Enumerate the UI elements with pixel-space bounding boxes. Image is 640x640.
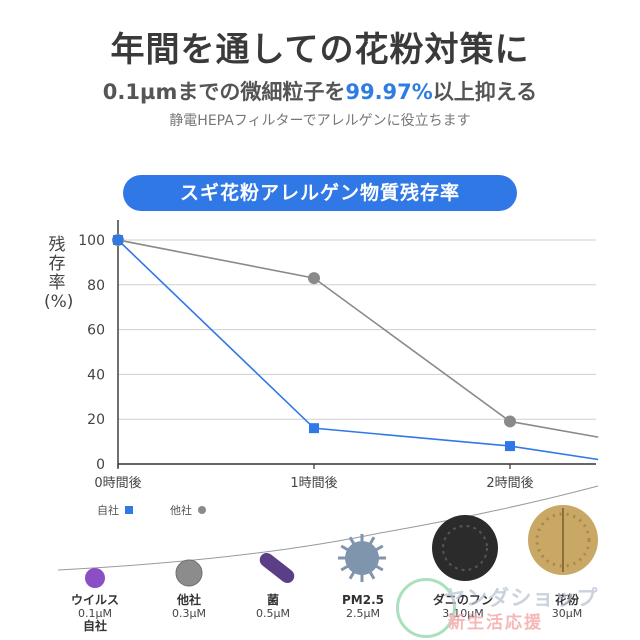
subtitle-post: 以上抑える: [432, 80, 538, 104]
particle-size: 2.5µM: [346, 607, 380, 620]
subtitle-highlight: 99.97%: [345, 80, 433, 104]
legend-item-tasha: 他社: [170, 502, 206, 518]
watermark-sub: 新生活応援: [448, 613, 543, 633]
watermark: ヤンダショップ 新生活応援: [396, 578, 636, 638]
legend-swatch-square-icon: [125, 506, 133, 514]
y-tick-label: 80: [87, 278, 105, 294]
particle-extra: 自社: [82, 619, 107, 633]
particle-other: 他社 0.3µM: [144, 593, 234, 621]
particle-name: 花粉: [554, 593, 579, 607]
particle-pm25: PM2.5 2.5µM: [318, 593, 408, 621]
data-point-tasha: [504, 415, 516, 428]
legend-swatch-circle-icon: [198, 506, 206, 514]
x-tick-label: 2時間後: [486, 476, 533, 491]
particle-name: PM2.5: [342, 593, 384, 607]
legend-label-tasha: 他社: [170, 504, 192, 517]
watermark-text: ヤンダショップ: [444, 586, 599, 610]
data-point-jisha: [309, 423, 319, 434]
data-point-jisha: [113, 235, 123, 245]
particle-size: 0.5µM: [256, 607, 290, 620]
particle-virus: ウイルス 0.1µM 自社: [50, 594, 140, 633]
legend-label-jisha: 自社: [97, 504, 119, 517]
virus-icon: [85, 568, 105, 588]
chart-title: スギ花粉アレルゲン物質残存率: [123, 175, 517, 211]
particle-name: ウイルス: [70, 593, 119, 607]
particle-name: 菌: [266, 593, 279, 607]
particle-pollen: 花粉 30µM: [522, 593, 612, 621]
bacteria-icon: [259, 552, 295, 584]
pollen-texture: [535, 512, 591, 568]
data-point-jisha: [505, 441, 515, 452]
watermark-logo-icon: [396, 578, 456, 638]
subtitle-pre: 0.1µmまでの微細粒子を: [102, 80, 346, 104]
y-tick-label: 20: [87, 412, 105, 428]
mite-droppings-icon: [432, 515, 498, 581]
particle-size: 0.3µM: [172, 607, 206, 620]
pm25-core: [345, 541, 379, 575]
x-tick-label: 0時間後: [94, 476, 141, 491]
particle-bacteria: 菌 0.5µM: [228, 593, 318, 621]
series-line-jisha: [117, 239, 599, 461]
particle-size: 0.1µM: [78, 607, 112, 620]
particle-size: 30µM: [551, 607, 583, 620]
x-tick-label: 1時間後: [290, 476, 337, 491]
y-axis-label: 残存率(%): [44, 235, 74, 312]
y-tick-label: 0: [96, 457, 105, 473]
page-title: 年間を通しての花粉対策に: [110, 30, 530, 70]
legend-item-jisha: 自社: [97, 502, 133, 518]
page-note: 静電HEPAフィルターでアレルゲンに役立ちます: [169, 113, 471, 129]
y-tick-label: 100: [78, 233, 105, 249]
particle-name: 他社: [176, 593, 201, 607]
particle-size-curve: [57, 485, 599, 571]
data-point-tasha: [308, 272, 320, 285]
gray-particle-icon: [175, 559, 203, 587]
mite-droppings-texture: [442, 525, 488, 571]
y-tick-label: 40: [87, 367, 105, 383]
page-subtitle: 0.1µmまでの微細粒子を99.97%以上抑える: [0, 76, 640, 106]
series-line-tasha: [117, 239, 599, 438]
y-tick-label: 60: [87, 323, 105, 339]
